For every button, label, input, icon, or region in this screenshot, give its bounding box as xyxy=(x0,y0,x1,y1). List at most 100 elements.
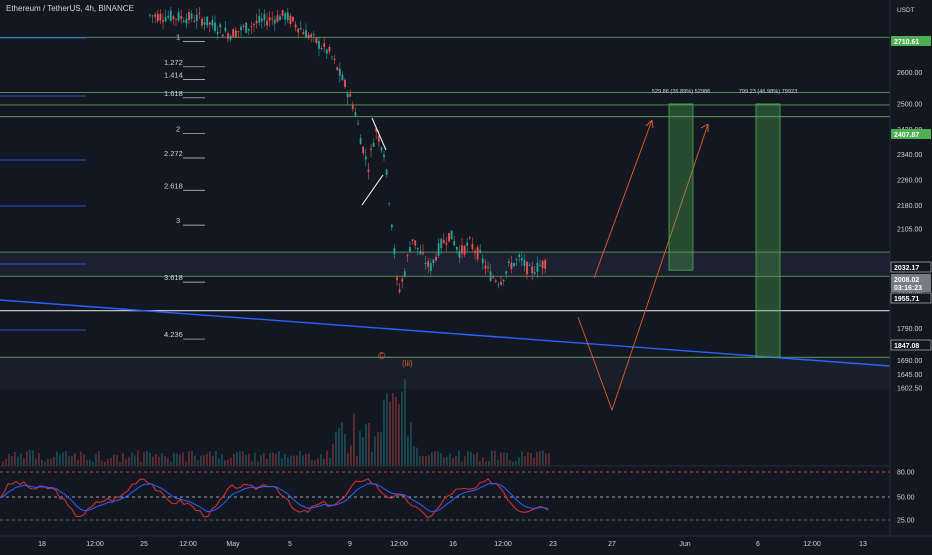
candle-body xyxy=(214,22,216,32)
candle xyxy=(411,239,414,245)
candle xyxy=(528,263,531,266)
candle-body xyxy=(383,154,385,158)
candle-body xyxy=(195,14,198,22)
candle-body xyxy=(388,203,391,205)
candle xyxy=(268,11,271,27)
candle xyxy=(364,148,367,167)
volume-bar xyxy=(521,451,523,466)
candle-body xyxy=(393,248,396,255)
candle xyxy=(533,266,536,275)
candle-body xyxy=(279,16,281,21)
volume-bar xyxy=(143,451,145,466)
volume-bar xyxy=(308,453,310,466)
candle xyxy=(305,23,307,38)
candle xyxy=(357,119,359,126)
candle xyxy=(307,32,310,40)
candle-body xyxy=(406,255,409,257)
volume-bar xyxy=(119,461,121,466)
candle xyxy=(149,13,151,18)
candle-body xyxy=(419,250,422,255)
candle-body xyxy=(154,14,157,17)
candle xyxy=(289,12,292,28)
volume-bar xyxy=(263,453,265,466)
candle xyxy=(188,8,190,24)
volume-bar xyxy=(68,456,70,466)
candle-body xyxy=(331,56,333,58)
candle-body xyxy=(216,32,219,34)
volume-bar xyxy=(311,459,313,466)
volume-bar xyxy=(110,457,112,466)
candle-body xyxy=(182,20,185,23)
candle-body xyxy=(266,20,268,26)
candle xyxy=(505,270,508,279)
volume-bar xyxy=(65,451,67,466)
volume-bar xyxy=(122,452,124,466)
candle xyxy=(432,258,435,267)
candle xyxy=(424,255,427,270)
volume-bar xyxy=(173,452,175,466)
candle-body xyxy=(390,224,393,228)
candle-body xyxy=(346,93,349,98)
candle-body xyxy=(227,33,229,39)
volume-bar xyxy=(269,452,271,466)
volume-bar xyxy=(11,456,13,466)
candle-body xyxy=(416,247,419,250)
candle xyxy=(242,23,245,30)
symbol-header[interactable]: Ethereum / TetherUS, 4h, BINANCE xyxy=(6,4,134,13)
price-badge-label: 2008.02 xyxy=(894,277,919,284)
volume-bar xyxy=(92,461,94,466)
candle xyxy=(448,232,450,243)
volume-bar xyxy=(77,459,79,466)
candle-body xyxy=(375,128,378,132)
fib-level-label: 2.272 xyxy=(164,149,183,158)
volume-bar xyxy=(533,457,535,466)
price-tick-label: 2105.00 xyxy=(897,227,922,234)
candle-body xyxy=(357,123,359,125)
candle-body xyxy=(474,251,476,253)
candle xyxy=(224,21,227,33)
candle xyxy=(346,90,349,105)
volume-bar xyxy=(515,461,517,466)
candle-body xyxy=(401,279,404,282)
volume-bar xyxy=(299,451,301,466)
candle xyxy=(409,241,411,252)
volume-bar xyxy=(428,455,430,466)
candle xyxy=(510,255,513,274)
volume-bar xyxy=(209,451,211,466)
candle xyxy=(245,21,248,34)
volume-bar xyxy=(410,422,412,466)
fib-level-label: 3.618 xyxy=(164,273,183,282)
candle xyxy=(463,244,466,258)
volume-bar xyxy=(2,461,4,466)
volume-bar xyxy=(59,454,61,466)
candle xyxy=(292,16,294,23)
volume-bar xyxy=(353,413,355,466)
candle xyxy=(445,237,448,252)
candle xyxy=(414,240,417,250)
volume-bar xyxy=(431,452,433,466)
candle-body xyxy=(190,13,193,19)
candle xyxy=(359,134,362,145)
candle xyxy=(440,237,443,254)
volume-bar xyxy=(227,459,229,466)
price-tick-label: 2340.00 xyxy=(897,152,922,159)
candle xyxy=(151,14,154,24)
candle-body xyxy=(323,43,326,47)
candle xyxy=(507,258,510,267)
candle-body xyxy=(281,10,284,16)
candle xyxy=(302,28,305,35)
candle xyxy=(383,150,385,162)
candle-body xyxy=(544,260,547,269)
volume-bar xyxy=(518,457,520,466)
candle xyxy=(315,37,318,45)
volume-bar xyxy=(230,457,232,466)
candle-body xyxy=(294,24,297,28)
candle xyxy=(221,34,224,37)
candle-body xyxy=(437,243,440,256)
candle-body xyxy=(515,259,518,261)
volume-bar xyxy=(116,455,118,466)
price-tick-label: 1790.00 xyxy=(897,326,922,333)
candle-body xyxy=(260,18,263,22)
